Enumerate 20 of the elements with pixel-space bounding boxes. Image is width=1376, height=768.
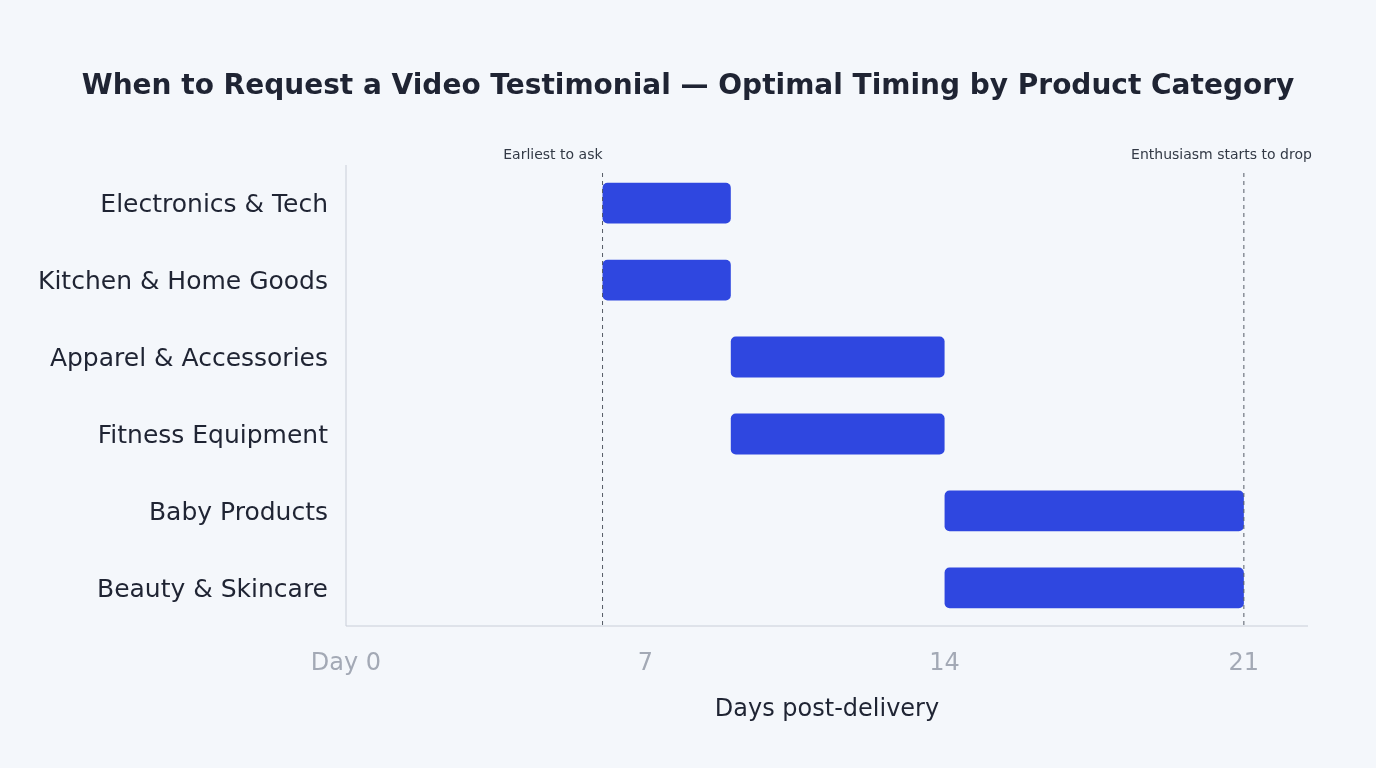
x-tick-label: 21 (1228, 648, 1260, 676)
y-tick-label: Electronics & Tech (100, 188, 328, 218)
bar (730, 413, 945, 455)
y-tick-label: Apparel & Accessories (49, 342, 328, 372)
x-tick-label: 7 (637, 648, 653, 676)
y-tick-label: Beauty & Skincare (97, 573, 328, 603)
x-tick-label: Day 0 (310, 648, 382, 676)
bar (602, 182, 731, 224)
chart-title: When to Request a Video Testimonial — Optimal Timing by Product Category (81, 68, 1295, 101)
y-tick-label: Baby Products (148, 496, 328, 526)
bar (602, 259, 731, 301)
y-tick-label: Kitchen & Home Goods (38, 265, 328, 295)
ref-line-label: Enthusiasm starts to drop (1131, 146, 1312, 162)
ref-line-label: Earliest to ask (503, 146, 604, 162)
x-axis-title: Days post-delivery (714, 694, 940, 722)
bar (944, 490, 1244, 532)
y-tick-label: Fitness Equipment (97, 419, 329, 449)
x-tick-label: 14 (929, 648, 960, 676)
bar (944, 567, 1244, 609)
bar (730, 336, 945, 378)
